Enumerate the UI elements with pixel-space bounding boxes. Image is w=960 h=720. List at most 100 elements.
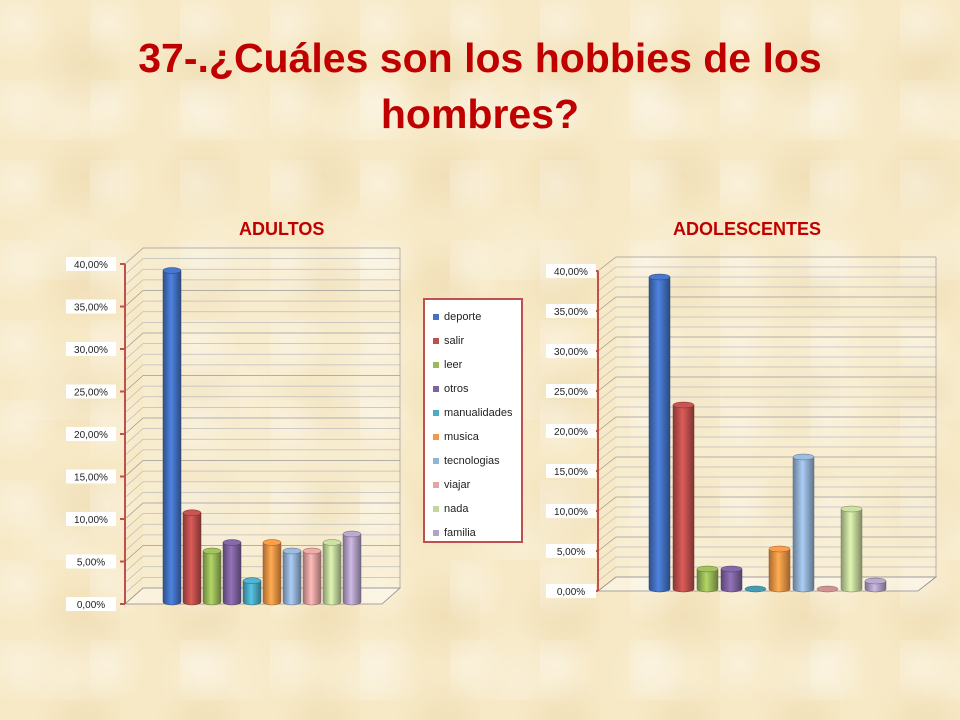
gridline	[597, 396, 936, 412]
legend-swatch	[433, 362, 439, 368]
legend-label: tecnologias	[444, 455, 500, 467]
gridline	[597, 446, 936, 462]
legend-label: manualidades	[444, 407, 513, 419]
gridline	[597, 266, 936, 282]
chart-legend: deporte salir leer otros manualidades musica t…	[423, 298, 523, 543]
gridline	[597, 436, 936, 452]
y-tick-label-bg	[546, 544, 596, 558]
y-tick-label: 40,00%	[554, 267, 588, 278]
legend-swatch	[433, 314, 439, 320]
slide-title: 37-.¿Cuáles son los hobbies de los hombr…	[138, 35, 822, 137]
y-tick-label: 40,00%	[74, 260, 108, 271]
y-tick-label: 15,00%	[554, 467, 588, 478]
legend-label: leer	[444, 359, 463, 371]
bar-familia	[342, 530, 362, 606]
gridline	[124, 311, 400, 329]
gridline	[597, 496, 936, 512]
gridline	[597, 486, 936, 502]
gridline	[124, 268, 400, 286]
y-tick-label-bg	[66, 597, 116, 611]
y-tick-label: 25,00%	[554, 387, 588, 398]
gridline	[597, 276, 936, 292]
bar-deporte	[648, 273, 671, 593]
bar-tecnologias	[282, 547, 302, 606]
y-tick-label-bg	[546, 504, 596, 518]
gridline	[124, 449, 400, 467]
gridline	[597, 316, 936, 332]
y-tick-label: 0,00%	[557, 587, 585, 598]
bar-otros	[720, 565, 743, 593]
legend-swatch	[433, 458, 439, 464]
y-tick-label-bg	[546, 584, 596, 598]
gridline	[124, 343, 400, 360]
gridline	[597, 346, 936, 362]
legend-swatch	[433, 386, 439, 392]
gridline	[597, 376, 936, 392]
y-tick-label: 20,00%	[554, 427, 588, 438]
gridline	[124, 534, 400, 552]
y-tick-label-bg	[66, 427, 116, 441]
gridline	[124, 258, 400, 275]
bar-leer	[202, 547, 222, 606]
legend-swatch	[433, 530, 439, 536]
bar-salir	[672, 401, 695, 593]
bar-nada	[840, 505, 863, 593]
gridline	[124, 438, 400, 456]
gridline	[124, 396, 400, 414]
gridline	[597, 286, 936, 302]
gridline	[124, 247, 400, 265]
gridline	[124, 545, 400, 562]
bar-deporte	[162, 267, 182, 606]
gridline	[124, 470, 400, 488]
gridline	[597, 576, 936, 592]
chart-title-adultos: ADULTOS	[239, 219, 325, 239]
gridline	[124, 364, 400, 382]
y-tick-label: 25,00%	[74, 388, 108, 399]
chart-title-adolescentes: ADOLESCENTES	[673, 219, 822, 239]
y-tick-label-bg	[546, 384, 596, 398]
bar-nada	[322, 539, 342, 606]
y-tick-label: 30,00%	[554, 347, 588, 358]
bar-familia	[864, 577, 887, 593]
legend-label: salir	[444, 335, 465, 347]
legend-item-familia: familia	[433, 521, 521, 545]
y-tick-label: 20,00%	[74, 430, 108, 441]
legend-label: musica	[444, 431, 479, 443]
gridline	[124, 481, 400, 499]
chart-0: 0,00% 5,00% 10,00% 15,00% 20,00% 25,00% 30,00%…	[66, 247, 402, 611]
gridline	[597, 506, 936, 522]
gridline	[124, 353, 400, 371]
gridline	[597, 526, 936, 542]
legend-swatch	[433, 338, 439, 344]
y-tick-label-bg	[546, 264, 596, 278]
legend-label: nada	[444, 503, 469, 515]
legend-item-salir: salir	[433, 329, 521, 353]
gridline	[597, 386, 936, 402]
bar-musica	[262, 539, 282, 606]
gridline	[597, 566, 936, 582]
gridline	[124, 332, 400, 350]
y-tick-label-bg	[546, 304, 596, 318]
gridline	[597, 536, 936, 552]
y-tick-label-bg	[66, 469, 116, 484]
gridline	[124, 502, 400, 520]
y-tick-label: 10,00%	[74, 515, 108, 526]
gridline	[597, 336, 936, 352]
bar-tecnologias	[792, 453, 815, 593]
gridline	[124, 428, 400, 445]
legend-label: viajar	[444, 479, 471, 491]
legend-item-deporte: deporte	[433, 305, 521, 329]
bar-otros	[222, 539, 242, 606]
chart-1: 0,00% 5,00% 10,00% 15,00% 20,00% 25,00% 30,00%…	[546, 256, 938, 598]
gridline	[124, 417, 400, 435]
y-tick-label: 5,00%	[557, 547, 585, 558]
y-tick-label-bg	[66, 299, 116, 314]
gridline	[597, 256, 936, 272]
y-tick-label-bg	[66, 342, 116, 356]
y-tick-label: 10,00%	[554, 507, 588, 518]
gridline	[597, 546, 936, 562]
gridline	[597, 476, 936, 492]
legend-item-musica: musica	[433, 425, 521, 449]
legend-label: familia	[444, 527, 476, 539]
